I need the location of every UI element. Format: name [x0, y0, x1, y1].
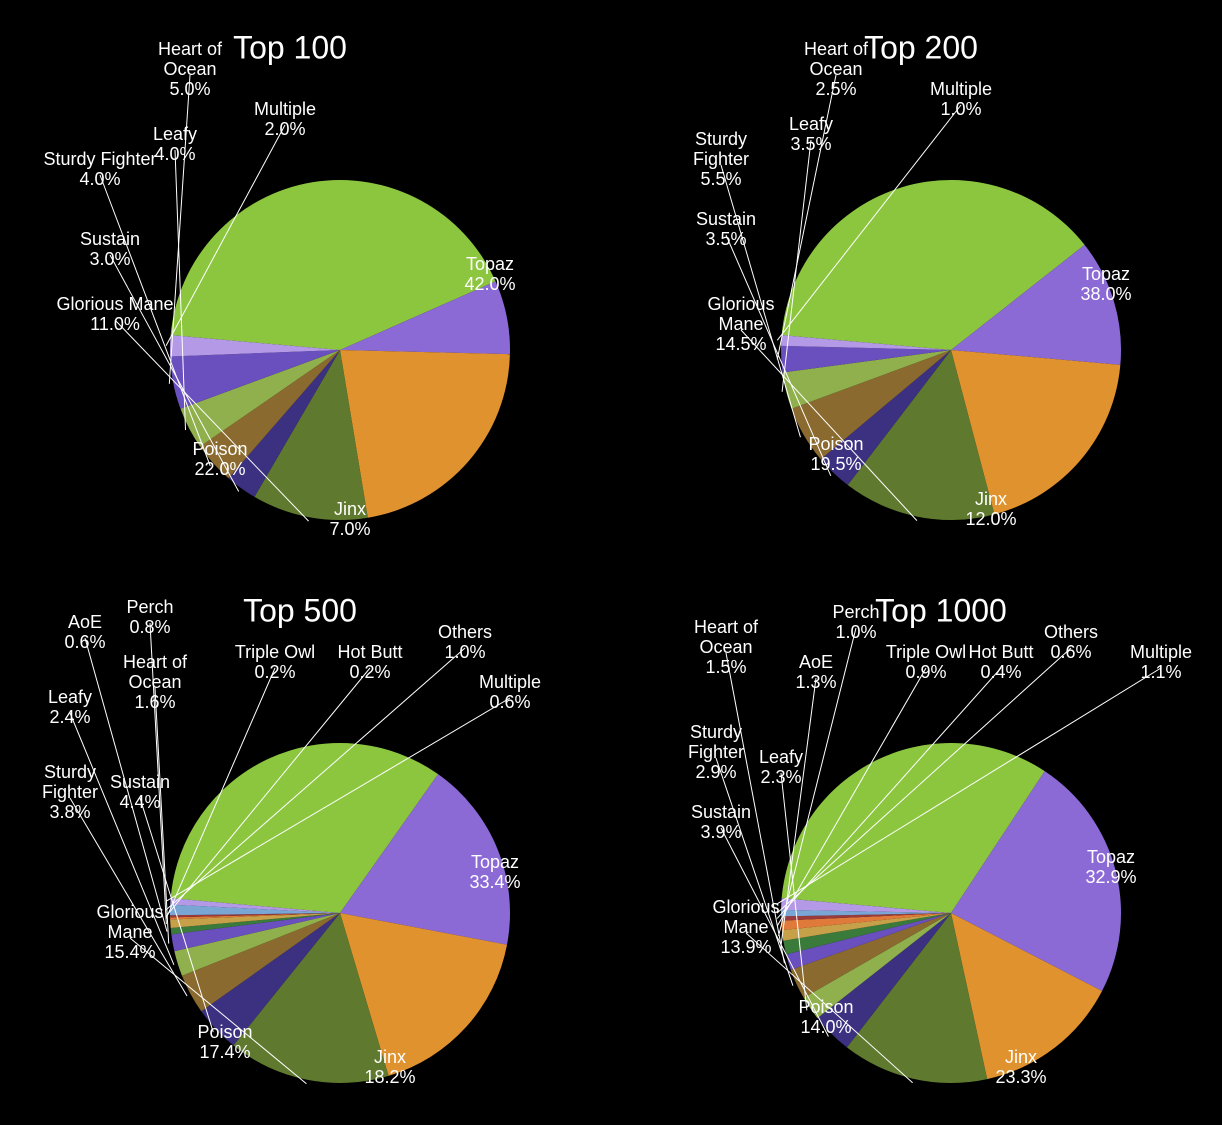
chart-title: Top 500	[243, 592, 357, 628]
slice-label-5: SturdyFighter3.8%	[42, 762, 98, 822]
slice-label-6: Leafy4.0%	[153, 124, 197, 164]
slice-label-1: Jinx7.0%	[329, 499, 370, 539]
slice-label-4: Sustain3.0%	[80, 229, 140, 269]
pie-slice-2	[340, 350, 510, 518]
slice-label-5: Leafy2.3%	[759, 747, 803, 787]
slice-label-3: GloriousMane13.9%	[712, 897, 779, 957]
slice-label-2: Poison19.5%	[808, 434, 863, 474]
slice-label-12: Others0.6%	[1044, 622, 1098, 662]
slice-label-3: Glorious Mane11.0%	[56, 294, 173, 334]
slice-label-7: Heart ofOcean5.0%	[158, 39, 223, 99]
slice-label-10: Triple Owl0.9%	[886, 642, 966, 682]
slice-label-7: Heart ofOcean2.5%	[804, 39, 869, 99]
slice-label-8: AoE0.6%	[64, 612, 105, 652]
slice-label-7: Heart ofOcean1.6%	[123, 652, 188, 712]
slice-label-4: Sustain3.5%	[696, 209, 756, 249]
chart-title: Top 1000	[875, 592, 1007, 628]
slice-label-2: Poison14.0%	[798, 997, 853, 1037]
chart-title: Top 100	[233, 29, 347, 65]
panel-1: Topaz38.0%Jinx12.0%Poison19.5%GloriousMa…	[611, 0, 1222, 562]
slice-label-10: Triple Owl0.2%	[235, 642, 315, 682]
slice-label-11: Hot Butt0.4%	[968, 642, 1033, 682]
slice-label-6: SturdyFighter2.9%	[688, 722, 744, 782]
slice-label-8: Multiple1.0%	[930, 79, 992, 119]
slice-label-0: Topaz33.4%	[469, 852, 520, 892]
pie-chart: Topaz32.9%Jinx23.3%Poison14.0%GloriousMa…	[611, 563, 1222, 1125]
panel-3: Topaz32.9%Jinx23.3%Poison14.0%GloriousMa…	[611, 563, 1222, 1125]
slice-label-13: Multiple1.1%	[1130, 642, 1192, 682]
chart-grid: Topaz42.0% Jinx7.0% Poison22.0% Glorious Ma…	[0, 0, 1222, 1125]
slice-label-7: Heart ofOcean1.5%	[694, 617, 759, 677]
slice-label-8: AoE1.3%	[795, 652, 836, 692]
slice-label-12: Others1.0%	[438, 622, 492, 662]
slice-label-6: Leafy3.5%	[789, 114, 833, 154]
slice-label-5: SturdyFighter5.5%	[693, 129, 749, 189]
slice-label-11: Hot Butt0.2%	[337, 642, 402, 682]
slice-label-3: GloriousMane15.4%	[96, 902, 163, 962]
slice-label-13: Multiple0.6%	[479, 672, 541, 712]
slice-label-9: Perch0.8%	[126, 597, 173, 637]
slice-label-6: Leafy2.4%	[48, 687, 92, 727]
slice-label-0: Topaz42.0%	[464, 254, 515, 294]
slice-label-9: Perch1.0%	[832, 602, 879, 642]
slice-label-2: Poison22.0%	[192, 439, 247, 479]
pie-chart: Topaz38.0%Jinx12.0%Poison19.5%GloriousMa…	[611, 0, 1222, 562]
slice-label-2: Poison17.4%	[197, 1022, 252, 1062]
chart-title: Top 200	[864, 29, 978, 65]
leader-line-5	[70, 798, 187, 996]
slice-label-8: Multiple2.0%	[254, 99, 316, 139]
slice-label-0: Topaz32.9%	[1085, 847, 1136, 887]
slice-label-5: Sturdy Fighter4.0%	[43, 149, 156, 189]
pie-chart: Topaz42.0% Jinx7.0% Poison22.0% Glorious Ma…	[0, 0, 611, 562]
panel-0: Topaz42.0% Jinx7.0% Poison22.0% Glorious Ma…	[0, 0, 611, 562]
slice-label-0: Topaz38.0%	[1080, 264, 1131, 304]
pie-chart: Topaz33.4%Jinx18.2%Poison17.4%GloriousMa…	[0, 563, 611, 1125]
panel-2: Topaz33.4%Jinx18.2%Poison17.4%GloriousMa…	[0, 563, 611, 1125]
